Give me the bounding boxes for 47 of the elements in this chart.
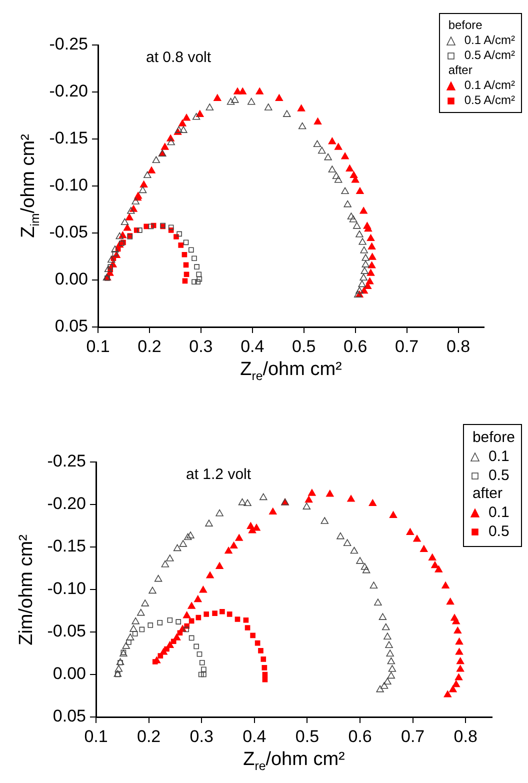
annotation: after [472,485,504,504]
y-tick-label: -0.25 [49,34,88,54]
y-tick-label: -0.20 [49,82,88,101]
legend-label: 0.5 A/cm² [464,48,515,63]
legend-label: 0.1 A/cm² [464,78,515,93]
legend-label: 0.1 [488,448,510,466]
legend-label: 0.1 A/cm² [464,33,515,48]
annotation: after [448,63,474,78]
x-tick-label: 0.3 [189,336,213,356]
x-tick-label: 0.2 [136,726,161,746]
x-tick-label: 0.1 [86,336,110,356]
x-tick-label: 0.6 [344,336,368,356]
y-tick-label: -0.05 [49,222,88,242]
y-tick-label: 0.00 [52,664,86,684]
x-tick-label: 0.8 [446,336,470,356]
y-tick-label: -0.25 [47,452,86,471]
y-tick-label: -0.10 [47,579,86,598]
legend-label: 0.5 [488,522,510,542]
x-tick-label: 0.6 [348,726,372,746]
x-tick-label: 0.5 [292,336,316,356]
legend-label: 0.5 [488,466,510,486]
y-tick-label: -0.20 [47,494,86,514]
x-tick-label: 0.8 [454,726,478,746]
text: before [448,18,484,33]
x-tick-label: 0.5 [295,726,320,746]
y-tick-label: 0.05 [52,706,86,726]
x-tick-label: 0.2 [138,336,162,356]
x-tick-label: 0.3 [190,726,214,746]
chart-title: at 0.8 volt [146,49,212,66]
y-tick-label: -0.15 [49,128,88,148]
chart-title: at 1.2 volt [186,466,252,483]
x-tick-label: 0.4 [240,336,264,356]
x-tick-label: 0.7 [394,336,419,356]
y-axis-title: Zim/ohm cm² [16,534,38,645]
x-tick-label: 0.1 [84,726,108,746]
y-tick-label: -0.15 [47,536,86,556]
text: before [472,429,515,448]
y-tick-label: 0.00 [54,270,88,289]
y-tick-label: -0.05 [47,622,86,641]
x-tick-label: 0.7 [400,726,425,746]
x-tick-label: 0.4 [242,726,266,746]
legend-label: 0.1 [488,504,510,523]
x-axis-title: Z$_{re}$/ohm cm² [240,359,342,383]
x-axis-title: Z$_{re}$/ohm cm² [243,749,345,773]
legend-label: 0.5 A/cm² [464,93,515,108]
y-tick-label: -0.10 [49,176,88,195]
y-tick-label: 0.05 [54,316,88,336]
